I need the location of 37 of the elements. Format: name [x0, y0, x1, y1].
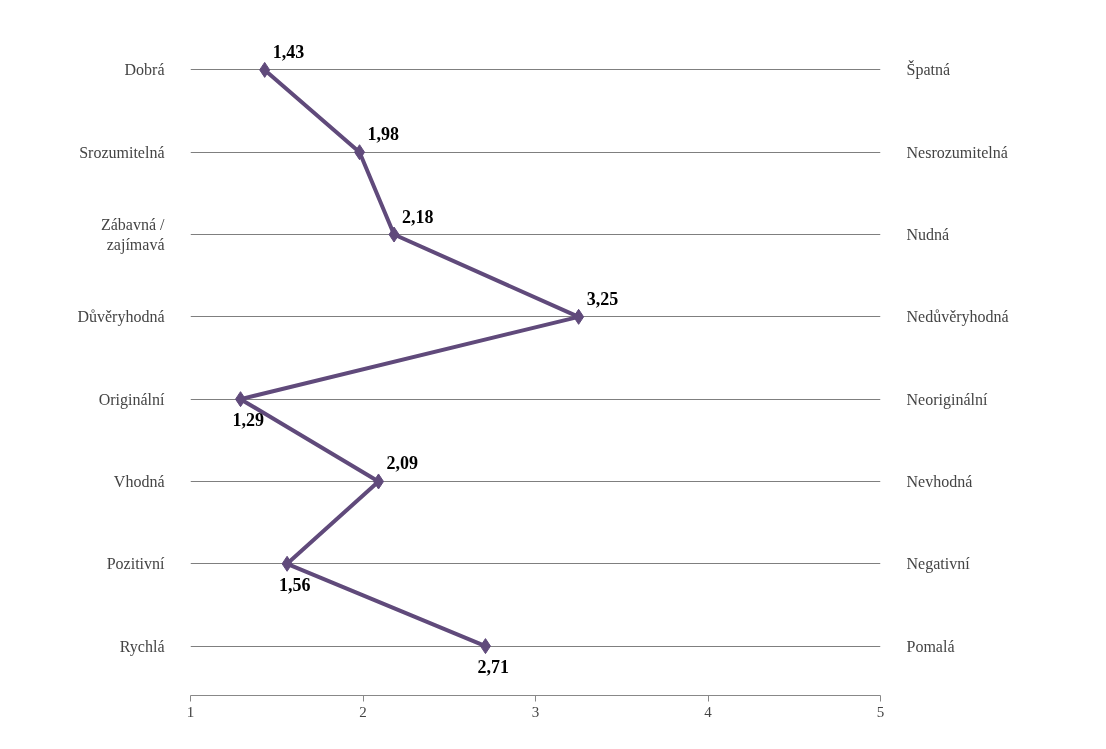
y-tick-label: Důvěryhodná: [77, 308, 165, 327]
data-label: 3,25: [586, 288, 619, 309]
y2-tick-label: Nevhodná: [906, 472, 973, 490]
point: [479, 638, 491, 655]
point: [235, 391, 247, 408]
y2-tick-label: Negativní: [906, 555, 971, 574]
data-label: 1,29: [232, 410, 265, 431]
y2-tick-label: Neoriginální: [906, 390, 988, 409]
point: [259, 61, 271, 78]
data-label: 1,98: [367, 124, 400, 145]
y2-tick-label: Nedůvěryhodná: [906, 308, 1009, 327]
data-label: 1,56: [279, 574, 311, 595]
data-label: 2,71: [477, 657, 509, 678]
y2-tick-label: Špatná: [906, 60, 951, 80]
x-tick-label: 1: [186, 703, 195, 720]
y2-tick-label: Nudná: [906, 226, 950, 244]
data-label: 2,09: [386, 453, 419, 474]
point: [388, 226, 400, 243]
x-tick-label: 2: [359, 703, 367, 720]
x-tick-label: 4: [704, 703, 713, 720]
y-tick-label: Originální: [98, 390, 166, 409]
point: [373, 473, 385, 490]
data-label: 1,43: [272, 41, 305, 62]
x-tick-label: 3: [531, 703, 540, 720]
y-tick-label: Dobrá: [124, 61, 165, 79]
y-tick-label: Srozumitelná: [79, 143, 165, 161]
y2-tick-label: Pomalá: [906, 637, 955, 655]
y-tick-label: Pozitivní: [106, 555, 166, 573]
point: [354, 144, 366, 161]
y-tick-label: Rychlá: [119, 637, 165, 656]
y-tick-label: Vhodná: [113, 472, 165, 490]
point: [573, 308, 585, 325]
y2-tick-label: Nesrozumitelná: [906, 143, 1008, 161]
x-tick-label: 5: [876, 703, 885, 720]
y-tick-label: Zábavná / zajímavá: [100, 215, 166, 255]
data-label: 2,18: [402, 206, 434, 227]
point: [281, 555, 293, 572]
